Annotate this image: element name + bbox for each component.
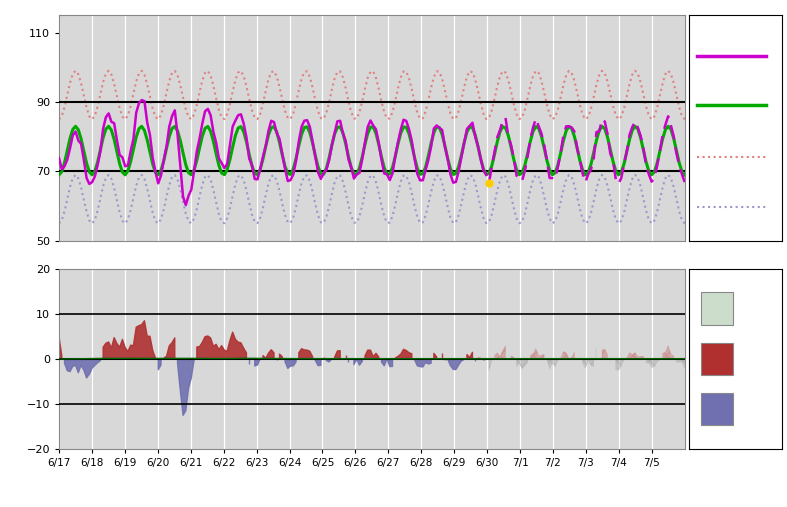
Bar <box>700 393 733 425</box>
Bar <box>700 343 733 375</box>
Bar <box>700 292 733 324</box>
